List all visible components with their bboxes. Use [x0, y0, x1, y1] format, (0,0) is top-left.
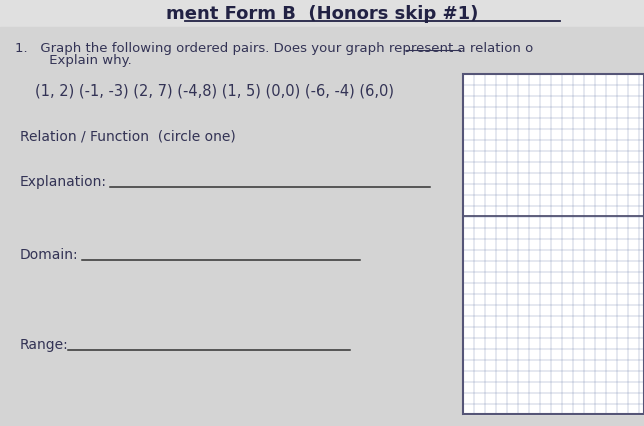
Text: Explanation:: Explanation:	[20, 175, 107, 189]
Text: Relation / Function  (circle one): Relation / Function (circle one)	[20, 130, 236, 144]
Bar	[463, 75, 644, 414]
Text: 1.   Graph the following ordered pairs. Does your graph represent a relation o: 1. Graph the following ordered pairs. Do…	[15, 42, 533, 55]
Text: Explain why.: Explain why.	[28, 54, 132, 67]
Text: (1, 2) (-1, -3) (2, 7) (-4,8) (1, 5) (0,0) (-6, -4) (6,0): (1, 2) (-1, -3) (2, 7) (-4,8) (1, 5) (0,…	[35, 83, 394, 98]
Text: Domain:: Domain:	[20, 248, 79, 262]
Text: ment Form B  (Honors skip #1): ment Form B (Honors skip #1)	[166, 5, 478, 23]
Bar	[0, 0, 644, 28]
Bar	[463, 75, 644, 414]
Text: Range:: Range:	[20, 337, 69, 351]
